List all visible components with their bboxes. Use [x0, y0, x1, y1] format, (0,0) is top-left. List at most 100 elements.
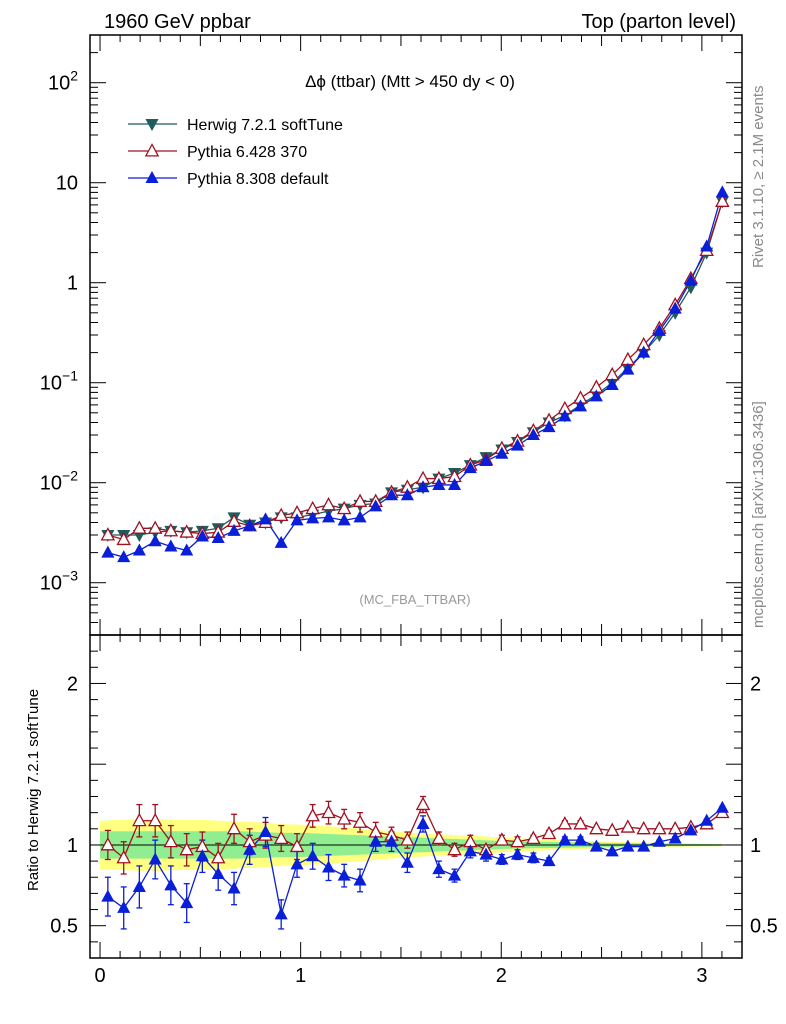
chart-title: Δϕ (ttbar) (Mtt > 450 dy < 0): [305, 72, 515, 91]
ratio-data-point: [526, 850, 540, 863]
data-point: [353, 510, 367, 523]
ratio-data-point: [211, 866, 225, 880]
y-tick-label: 1: [67, 273, 78, 295]
ratio-data-point: [494, 832, 510, 846]
series-line: [107, 201, 723, 536]
ratio-data-point: [274, 907, 288, 920]
data-point: [479, 453, 493, 466]
ratio-data-point: [510, 847, 525, 860]
legend-label: Pythia 6.428 370: [187, 144, 307, 161]
series-line: [107, 192, 723, 558]
ratio-data-point: [573, 833, 588, 846]
data-point: [558, 409, 572, 422]
ratio-data-point: [336, 811, 352, 825]
ratio-y-tick-label-right: 1: [750, 835, 761, 857]
ratio-data-point: [306, 849, 320, 862]
legend-label: Pythia 8.308 default: [187, 171, 329, 188]
mcplots-label: mcplots.cern.ch [arXiv:1306.3436]: [750, 401, 767, 628]
ratio-data-point: [652, 820, 667, 835]
data-point: [306, 511, 320, 524]
ratio-data-point: [321, 860, 336, 873]
ratio-data-point: [258, 824, 273, 838]
ratio-data-point: [573, 816, 588, 830]
ratio-data-point: [558, 833, 572, 846]
data-point: [100, 527, 116, 541]
data-point: [495, 446, 509, 459]
ratio-y-tick-label-right: 0.5: [750, 916, 778, 938]
data-point: [605, 377, 619, 390]
data-point: [273, 507, 289, 522]
series-lines: [104, 192, 726, 930]
x-tick-label: 3: [696, 965, 707, 987]
ratio-data-point: [637, 839, 651, 852]
ratio-data-point: [541, 825, 557, 840]
ratio-data-point: [226, 820, 242, 835]
data-point: [637, 345, 651, 358]
header-right: Top (parton level): [581, 11, 736, 33]
data-point: [321, 510, 336, 523]
ratio-data-point: [605, 844, 619, 857]
data-point: [180, 543, 194, 556]
series-line: [107, 201, 723, 541]
x-tick-label: 0: [94, 965, 105, 987]
data-point: [243, 518, 257, 531]
ratio-data-point: [101, 889, 115, 902]
ratio-data-point: [684, 823, 698, 836]
ratio-data-point: [321, 804, 336, 819]
data-point: [147, 520, 163, 534]
ratio-series-line: [107, 803, 723, 859]
data-point: [700, 239, 714, 252]
ratio-data-point: [715, 800, 729, 813]
data-point: [211, 530, 225, 543]
ratio-data-point: [479, 847, 493, 860]
ratio-data-point: [369, 834, 383, 847]
data-point: [132, 520, 147, 534]
x-tick-label: 2: [496, 965, 507, 987]
ratio-data-point: [337, 868, 351, 881]
data-point: [132, 543, 146, 556]
y-tick-label: 102: [48, 68, 78, 95]
ratio-data-point: [210, 850, 226, 864]
ratio-data-point: [557, 816, 573, 830]
data-point: [510, 438, 525, 451]
data-point: [384, 488, 399, 501]
ratio-data-point: [510, 833, 525, 848]
ratio-data-point: [352, 814, 368, 828]
y-tick-label: 10−3: [40, 568, 78, 595]
data-point: [447, 477, 462, 490]
data-point: [668, 301, 682, 314]
ratio-data-point: [400, 855, 414, 868]
ratio-data-point: [400, 832, 415, 846]
data-point: [258, 512, 273, 525]
ratio-data-point: [132, 879, 146, 892]
ratio-data-point: [447, 868, 462, 881]
ratio-data-point: [495, 852, 509, 865]
ratio-data-point: [415, 796, 431, 811]
ratio-data-point: [100, 837, 116, 851]
rivet-label: Rivet 3.1.10, ≥ 2.1M events: [750, 85, 767, 269]
ratio-data-point: [227, 881, 241, 894]
ratio-y-tick-label: 2: [67, 673, 78, 695]
ratio-data-point: [526, 830, 541, 845]
legend-label: Herwig 7.2.1 softTune: [187, 117, 343, 134]
data-point: [274, 535, 288, 548]
ratio-data-point: [179, 841, 194, 856]
legend-marker: [145, 119, 159, 132]
ratio-data-point: [273, 830, 289, 845]
data-point: [400, 488, 414, 501]
data-point: [163, 522, 179, 537]
data-point: [117, 550, 131, 563]
ratio-data-point: [463, 844, 477, 857]
ratio-data-point: [620, 819, 636, 833]
ratio-data-point: [290, 857, 304, 870]
data-point: [715, 193, 730, 207]
ratio-data-point: [432, 862, 446, 875]
ratio-data-point: [589, 839, 603, 852]
ratio-data-point: [604, 822, 620, 836]
ratio-data-point: [384, 834, 399, 847]
ratio-data-point: [132, 812, 147, 827]
data-point: [195, 529, 209, 542]
data-point: [526, 427, 540, 440]
data-point: [542, 420, 556, 433]
